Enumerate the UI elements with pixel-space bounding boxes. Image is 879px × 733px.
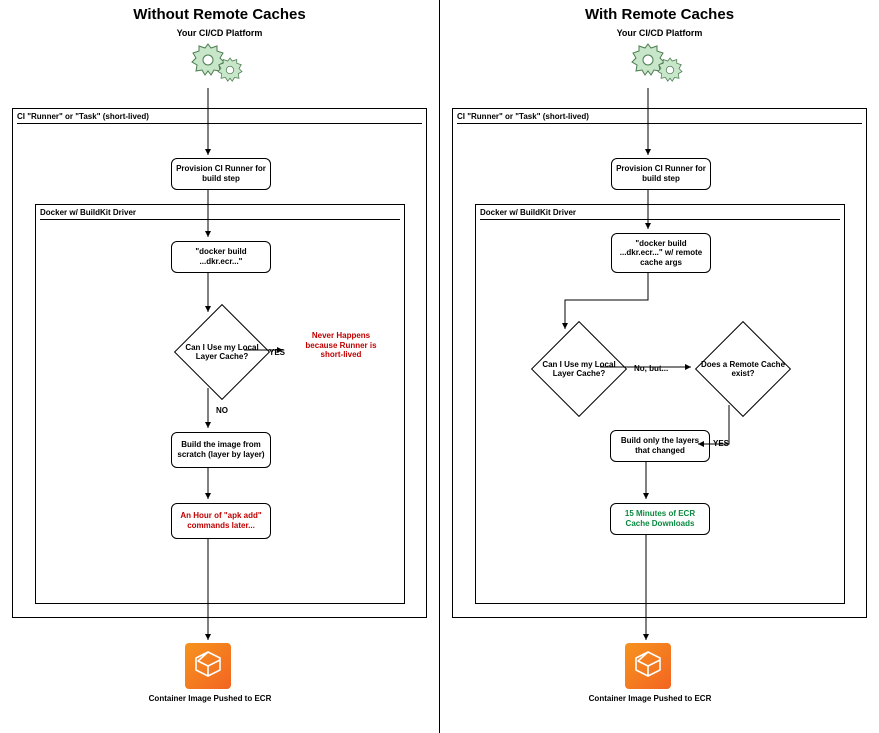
ecr-icon xyxy=(625,643,671,689)
right-pushed-caption: Container Image Pushed to ECR xyxy=(560,694,740,703)
right-provision-node: Provision CI Runner for build step xyxy=(611,158,711,190)
right-docker-build-node: "docker build ...dkr.ecr..." w/ remote c… xyxy=(611,233,711,273)
right-outer-label: CI "Runner" or "Task" (short-lived) xyxy=(457,112,862,124)
left-scratch-text: Build the image from scratch (layer by l… xyxy=(176,440,266,459)
left-never-text: Never Happens because Runner is short-li… xyxy=(299,331,383,360)
right-outer-box: CI "Runner" or "Task" (short-lived) Prov… xyxy=(452,108,867,618)
right-inner-label: Docker w/ BuildKit Driver xyxy=(480,208,840,220)
right-changed-text: Build only the layers that changed xyxy=(615,436,705,455)
left-provision-text: Provision CI Runner for build step xyxy=(176,164,266,183)
left-docker-build-text: "docker build ...dkr.ecr..." xyxy=(176,247,266,266)
right-minutes-node: 15 Minutes of ECR Cache Downloads xyxy=(610,503,710,535)
left-hour-node: An Hour of "apk add" commands later... xyxy=(171,503,271,539)
left-outer-box: CI "Runner" or "Task" (short-lived) Prov… xyxy=(12,108,427,618)
left-column: Without Remote Caches Your CI/CD Platfor… xyxy=(0,0,439,733)
right-inner-box: Docker w/ BuildKit Driver "docker build … xyxy=(475,204,845,604)
left-outer-label: CI "Runner" or "Task" (short-lived) xyxy=(17,112,422,124)
gears-icon xyxy=(630,40,690,95)
left-hour-text: An Hour of "apk add" commands later... xyxy=(176,511,266,530)
left-scratch-node: Build the image from scratch (layer by l… xyxy=(171,432,271,468)
left-no-label: NO xyxy=(216,406,228,415)
right-decision2-text: Does a Remote Cache exist? xyxy=(691,335,795,403)
right-column: With Remote Caches Your CI/CD Platform C… xyxy=(440,0,879,733)
right-decision1-diamond: Can I Use my Local Layer Cache? xyxy=(545,335,613,403)
right-docker-build-text: "docker build ...dkr.ecr..." w/ remote c… xyxy=(616,239,706,268)
gears-icon xyxy=(190,40,250,95)
left-pushed-caption: Container Image Pushed to ECR xyxy=(120,694,300,703)
left-decision-text: Can I Use my Local Layer Cache? xyxy=(172,318,272,386)
left-title: Without Remote Caches xyxy=(0,6,439,23)
right-nobut-label: No, but... xyxy=(634,364,668,373)
left-decision-diamond: Can I Use my Local Layer Cache? xyxy=(188,318,256,386)
right-title: With Remote Caches xyxy=(440,6,879,23)
right-changed-node: Build only the layers that changed xyxy=(610,430,710,462)
left-subtitle: Your CI/CD Platform xyxy=(0,28,439,38)
right-subtitle: Your CI/CD Platform xyxy=(440,28,879,38)
right-minutes-text: 15 Minutes of ECR Cache Downloads xyxy=(615,509,705,528)
left-provision-node: Provision CI Runner for build step xyxy=(171,158,271,190)
ecr-icon xyxy=(185,643,231,689)
left-docker-build-node: "docker build ...dkr.ecr..." xyxy=(171,241,271,273)
left-yes-label: YES xyxy=(269,348,285,357)
right-provision-text: Provision CI Runner for build step xyxy=(616,164,706,183)
right-decision2-diamond: Does a Remote Cache exist? xyxy=(709,335,777,403)
right-decision1-text: Can I Use my Local Layer Cache? xyxy=(529,335,629,403)
right-yes-label: YES xyxy=(713,439,729,448)
left-inner-label: Docker w/ BuildKit Driver xyxy=(40,208,400,220)
left-inner-box: Docker w/ BuildKit Driver "docker build … xyxy=(35,204,405,604)
